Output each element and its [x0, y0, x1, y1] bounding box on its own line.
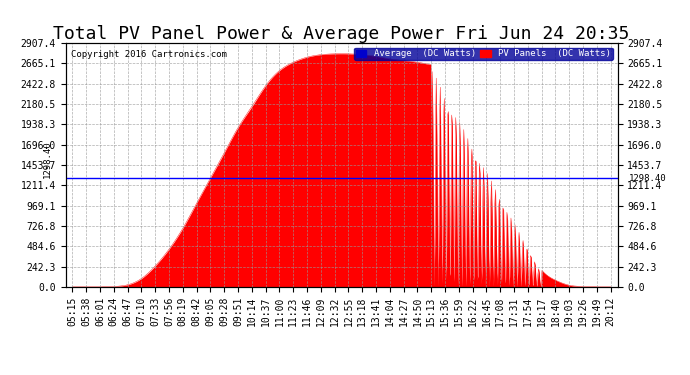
Legend: Average  (DC Watts), PV Panels  (DC Watts): Average (DC Watts), PV Panels (DC Watts) — [354, 48, 613, 60]
Text: 1298.40: 1298.40 — [43, 140, 52, 178]
Text: 1298.40: 1298.40 — [629, 174, 667, 183]
Title: Total PV Panel Power & Average Power Fri Jun 24 20:35: Total PV Panel Power & Average Power Fri… — [53, 25, 630, 43]
Text: Copyright 2016 Cartronics.com: Copyright 2016 Cartronics.com — [71, 51, 227, 59]
